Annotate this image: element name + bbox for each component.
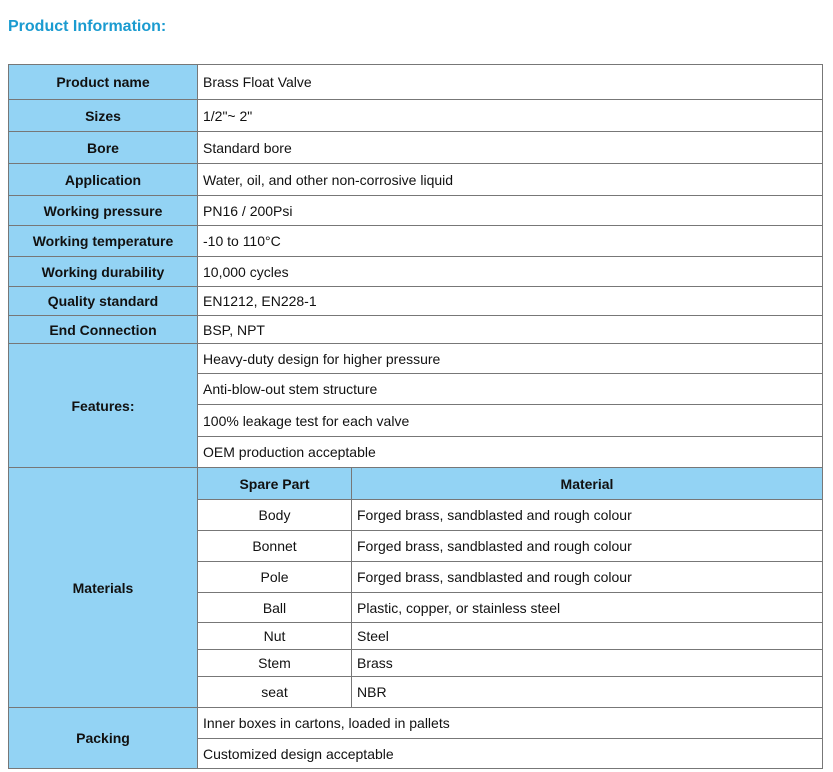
spare-part: seat: [197, 676, 352, 708]
table-row: Ball Plastic, copper, or stainless steel: [9, 592, 823, 623]
row-label: Working durability: [8, 256, 198, 287]
table-row: Anti-blow-out stem structure: [9, 373, 823, 405]
table-row: End Connection BSP, NPT: [8, 315, 823, 344]
row-label: Sizes: [8, 99, 198, 132]
spare-part: Pole: [197, 561, 352, 593]
row-label: Quality standard: [8, 286, 198, 316]
row-value: PN16 / 200Psi: [197, 195, 823, 226]
table-row: Quality standard EN1212, EN228-1: [8, 286, 823, 316]
material: Plastic, copper, or stainless steel: [351, 592, 823, 623]
table-row: Body Forged brass, sandblasted and rough …: [9, 499, 823, 531]
row-value: -10 to 110°C: [197, 225, 823, 257]
feature-item: OEM production acceptable: [197, 436, 823, 468]
packing-label: Packing: [8, 707, 198, 769]
table-row: seat NBR: [9, 676, 823, 708]
spare-part: Bonnet: [197, 530, 352, 562]
spare-part: Stem: [197, 649, 352, 677]
spare-part-header: Spare Part: [197, 467, 352, 500]
table-row: Materials Spare Part Material: [8, 467, 823, 708]
row-label: Working pressure: [8, 195, 198, 226]
row-label: Working temperature: [8, 225, 198, 257]
material: NBR: [351, 676, 823, 708]
material: Forged brass, sandblasted and rough colo…: [351, 499, 823, 531]
table-row: Nut Steel: [9, 622, 823, 650]
feature-item: Anti-blow-out stem structure: [197, 373, 823, 405]
row-value: 10,000 cycles: [197, 256, 823, 287]
table-row: Application Water, oil, and other non-cor…: [8, 163, 823, 196]
row-value: 1/2"~ 2": [197, 99, 823, 132]
spare-part: Nut: [197, 622, 352, 650]
packing-item: Customized design acceptable: [197, 738, 823, 769]
table-row: Product name Brass Float Valve: [8, 64, 823, 100]
features-label: Features:: [8, 343, 198, 468]
material: Forged brass, sandblasted and rough colo…: [351, 561, 823, 593]
row-value: EN1212, EN228-1: [197, 286, 823, 316]
spare-part: Body: [197, 499, 352, 531]
table-row: Working pressure PN16 / 200Psi: [8, 195, 823, 226]
spare-part: Ball: [197, 592, 352, 623]
table-row: Customized design acceptable: [9, 738, 823, 769]
row-label: Product name: [8, 64, 198, 100]
packing-item: Inner boxes in cartons, loaded in pallet…: [197, 707, 823, 739]
row-value: Standard bore: [197, 131, 823, 164]
table-row: Pole Forged brass, sandblasted and rough …: [9, 561, 823, 593]
material: Forged brass, sandblasted and rough colo…: [351, 530, 823, 562]
table-row: Stem Brass: [9, 649, 823, 677]
row-value: Brass Float Valve: [197, 64, 823, 100]
table-row: Working durability 10,000 cycles: [8, 256, 823, 287]
feature-item: 100% leakage test for each valve: [197, 404, 823, 437]
material: Steel: [351, 622, 823, 650]
materials-label: Materials: [8, 467, 198, 708]
table-row: Features: Heavy-duty design for higher pr…: [8, 343, 823, 468]
product-info-table: Product name Brass Float Valve Sizes 1/2"~ …: [8, 64, 823, 769]
row-value: BSP, NPT: [197, 315, 823, 344]
row-label: Application: [8, 163, 198, 196]
table-row: Working temperature -10 to 110°C: [8, 225, 823, 257]
table-row: Bonnet Forged brass, sandblasted and roug…: [9, 530, 823, 562]
material-header: Material: [351, 467, 823, 500]
row-value: Water, oil, and other non-corrosive liqu…: [197, 163, 823, 196]
row-label: End Connection: [8, 315, 198, 344]
table-row: Sizes 1/2"~ 2": [8, 99, 823, 132]
row-label: Bore: [8, 131, 198, 164]
table-row: Packing Inner boxes in cartons, loaded in…: [8, 707, 823, 769]
table-row: Bore Standard bore: [8, 131, 823, 164]
table-row: 100% leakage test for each valve: [9, 404, 823, 437]
material: Brass: [351, 649, 823, 677]
section-title: Product Information:: [8, 18, 167, 35]
feature-item: Heavy-duty design for higher pressure: [197, 343, 823, 374]
